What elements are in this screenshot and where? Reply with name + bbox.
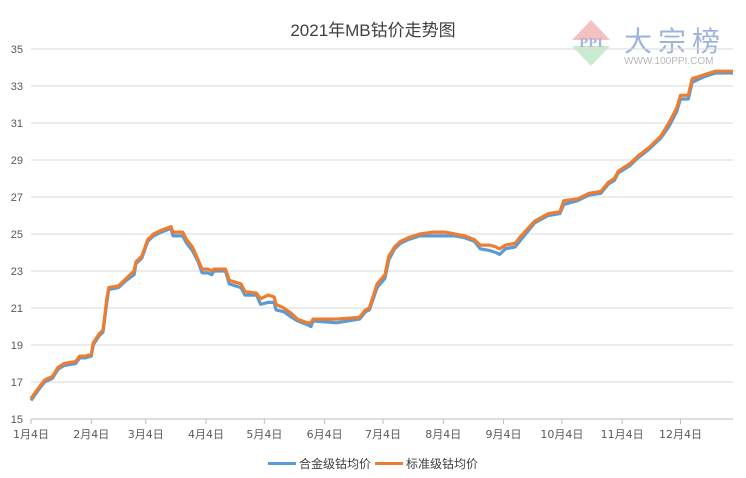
x-tick-label: 9月4日	[486, 428, 522, 441]
y-tick-label: 15	[11, 414, 23, 426]
y-tick-label: 33	[11, 81, 23, 93]
series-line-1	[29, 69, 733, 400]
x-tick-label: 12月4日	[659, 428, 702, 441]
x-tick-label: 5月4日	[246, 428, 282, 441]
ppi-logo-icon: PPI	[572, 20, 610, 66]
y-tick-label: 21	[11, 303, 23, 315]
y-tick-label: 19	[11, 340, 23, 352]
y-tick-label: 27	[11, 192, 23, 204]
series-line-0	[29, 71, 733, 402]
x-tick-label: 2月4日	[73, 428, 109, 441]
x-tick-label: 6月4日	[307, 428, 343, 441]
x-tick-label: 3月4日	[128, 428, 164, 441]
legend-swatch	[267, 462, 296, 465]
legend-label: 合金级钴均价	[298, 457, 371, 471]
y-tick-label: 25	[11, 229, 23, 241]
x-tick-label: 1月4日	[13, 428, 49, 441]
x-tick-label: 10月4日	[540, 428, 583, 441]
legend-item-standard: 标准级钴均价	[375, 455, 478, 472]
x-tick-label: 8月4日	[425, 428, 461, 441]
y-tick-label: 29	[11, 155, 23, 167]
y-tick-label: 31	[11, 118, 23, 130]
chart-title: 2021年MB钴价走势图	[290, 21, 456, 40]
y-tick-label: 35	[11, 44, 23, 56]
x-tick-label: 7月4日	[365, 428, 401, 441]
legend: 合金级钴均价 标准级钴均价	[0, 455, 746, 472]
watermark-logo: PPI 大宗榜 WWW.100PPI.COM	[568, 18, 746, 70]
watermark-url: WWW.100PPI.COM	[624, 56, 714, 67]
y-tick-label: 23	[11, 266, 23, 278]
x-tick-label: 4月4日	[188, 428, 224, 441]
watermark-brand: 大宗榜	[624, 25, 727, 58]
legend-item-alloy: 合金级钴均价	[267, 455, 371, 472]
y-tick-label: 17	[11, 377, 23, 389]
legend-swatch	[375, 462, 403, 465]
svg-text:PPI: PPI	[579, 36, 603, 50]
x-tick-label: 11月4日	[601, 428, 644, 441]
legend-label: 标准级钴均价	[406, 457, 479, 471]
